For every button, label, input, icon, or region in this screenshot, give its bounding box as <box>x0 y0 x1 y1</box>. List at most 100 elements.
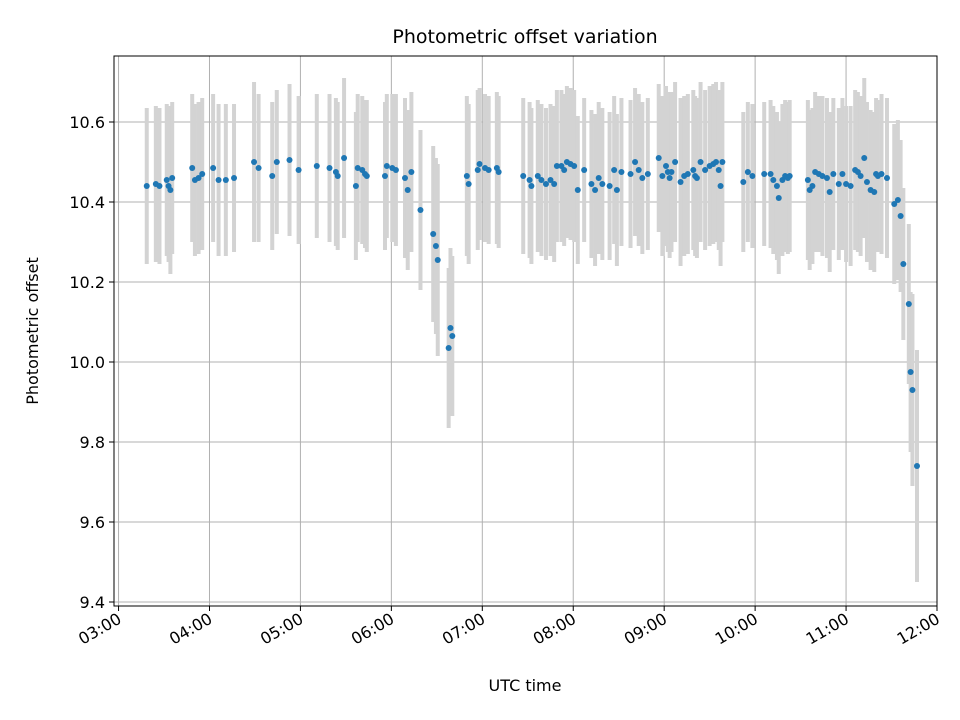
y-tick-label: 10.2 <box>69 273 105 292</box>
data-point <box>823 175 830 181</box>
data-point <box>740 179 747 185</box>
data-point <box>655 155 662 161</box>
data-point <box>588 181 595 187</box>
data-point <box>447 325 454 331</box>
data-point <box>156 183 163 189</box>
data-point <box>352 183 359 189</box>
y-tick-label: 9.8 <box>80 433 105 452</box>
data-point <box>767 171 774 177</box>
data-point <box>538 177 545 183</box>
data-point <box>167 187 174 193</box>
data-point <box>561 167 568 173</box>
data-point <box>861 155 868 161</box>
data-point <box>891 201 898 207</box>
data-point <box>571 163 578 169</box>
data-point <box>659 173 666 179</box>
data-point <box>690 167 697 173</box>
data-point <box>286 157 293 163</box>
data-point <box>907 369 914 375</box>
data-point <box>449 333 456 339</box>
data-point <box>520 173 527 179</box>
data-point <box>334 173 341 179</box>
data-point <box>381 173 388 179</box>
data-point <box>199 171 206 177</box>
data-point <box>313 163 320 169</box>
data-point <box>839 171 846 177</box>
data-point <box>255 165 262 171</box>
data-point <box>663 163 670 169</box>
data-point <box>273 159 280 165</box>
data-point <box>542 181 549 187</box>
data-point <box>432 243 439 249</box>
data-point <box>644 171 651 177</box>
data-point <box>835 181 842 187</box>
data-point <box>744 169 751 175</box>
data-point <box>195 175 202 181</box>
data-point <box>863 179 870 185</box>
data-point <box>627 171 634 177</box>
y-tick-label: 9.4 <box>80 593 105 612</box>
data-point <box>408 169 415 175</box>
data-point <box>463 173 470 179</box>
data-point <box>804 177 811 183</box>
data-point <box>913 463 920 469</box>
data-point <box>143 183 150 189</box>
data-point <box>677 179 684 185</box>
plot-frame <box>113 55 938 607</box>
data-point <box>474 167 481 173</box>
data-point <box>635 167 642 173</box>
data-point <box>551 181 558 187</box>
data-point <box>495 169 502 175</box>
data-point <box>878 171 885 177</box>
data-point <box>693 175 700 181</box>
data-point <box>894 197 901 203</box>
data-point <box>434 257 441 263</box>
data-point <box>534 173 541 179</box>
data-point <box>445 345 452 351</box>
data-point <box>526 177 533 183</box>
y-tick-label: 10.4 <box>69 193 105 212</box>
data-point <box>713 159 720 165</box>
data-point <box>189 165 196 171</box>
data-point <box>786 173 793 179</box>
data-point <box>354 165 361 171</box>
data-point <box>574 187 581 193</box>
data-point <box>476 161 483 167</box>
data-point <box>900 261 907 267</box>
data-point <box>402 175 409 181</box>
data-point <box>326 165 333 171</box>
data-point <box>547 177 554 183</box>
data-point <box>639 175 646 181</box>
data-point <box>830 171 837 177</box>
data-point <box>843 181 850 187</box>
data-point <box>363 173 370 179</box>
data-point <box>819 173 826 179</box>
point-layer <box>143 155 920 469</box>
data-point <box>871 189 878 195</box>
data-point <box>897 213 904 219</box>
data-point <box>613 187 620 193</box>
data-point <box>857 173 864 179</box>
data-point <box>430 231 437 237</box>
data-point <box>883 175 890 181</box>
data-point <box>581 167 588 173</box>
data-point <box>383 163 390 169</box>
data-point <box>668 169 675 175</box>
y-tick-label: 10.0 <box>69 353 105 372</box>
data-point <box>231 175 238 181</box>
data-point <box>717 183 724 189</box>
data-point <box>761 171 768 177</box>
data-point <box>773 183 780 189</box>
data-point <box>749 173 756 179</box>
data-point <box>251 159 258 165</box>
data-point <box>404 187 411 193</box>
data-point <box>528 183 535 189</box>
data-point <box>847 183 854 189</box>
data-point <box>702 167 709 173</box>
data-point <box>163 177 170 183</box>
data-point <box>341 155 348 161</box>
y-tick-label: 10.6 <box>69 113 105 132</box>
data-point <box>392 167 399 173</box>
data-point <box>905 301 912 307</box>
